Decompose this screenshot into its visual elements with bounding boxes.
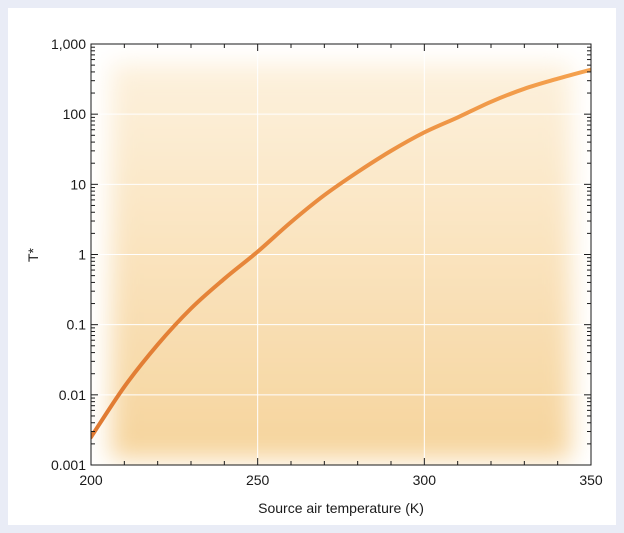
x-tick-label: 200 [79,472,103,488]
chart-panel: 200 250 300 350 0.001 0.01 0.1 1 10 100 1,000 Sour… [8,8,616,525]
x-axis-title: Source air temperature (K) [258,500,424,516]
plot-frame [90,43,592,466]
data-series [91,67,591,440]
x-tick-label: 350 [579,472,603,488]
series-line [91,67,591,440]
y-tick-label: 0.1 [67,317,87,333]
y-tick-label: 10 [70,176,86,192]
x-tick-label: 300 [413,472,437,488]
y-tick-label: 0.01 [59,387,86,403]
x-tick-label: 250 [246,472,270,488]
y-tick-label: 100 [63,106,87,122]
y-tick-label: 1,000 [51,36,86,52]
line-chart: 200 250 300 350 0.001 0.01 0.1 1 10 100 1,000 Sour… [25,36,603,516]
grid-lines [91,44,591,465]
y-tick-label: 0.001 [51,457,86,473]
y-axis-title: T* [25,247,41,262]
y-tick-label: 1 [78,247,86,263]
axes [90,43,592,466]
tick-labels: 200 250 300 350 0.001 0.01 0.1 1 10 100 1,000 [51,36,603,488]
